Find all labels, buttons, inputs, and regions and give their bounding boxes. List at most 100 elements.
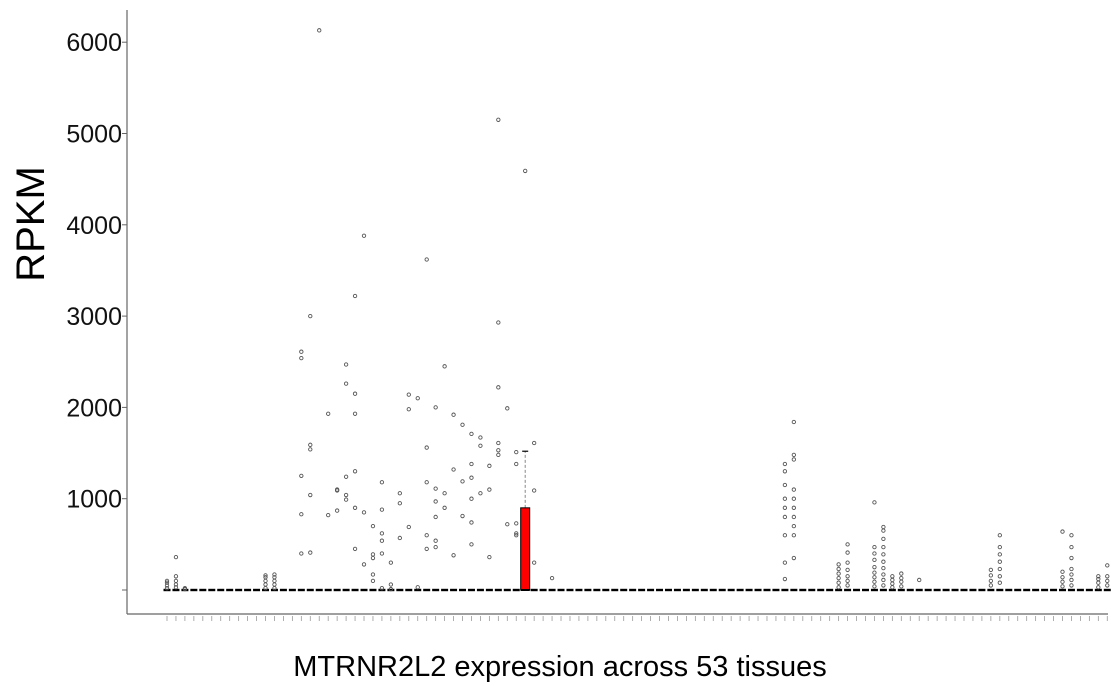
box <box>306 588 314 592</box>
box <box>441 588 449 592</box>
outlier-point <box>263 578 268 584</box>
box <box>503 588 511 592</box>
outlier-point <box>782 576 788 582</box>
outlier-point <box>263 582 268 587</box>
outlier-point <box>326 411 331 416</box>
outlier-point <box>308 447 313 452</box>
outlier-point <box>881 552 886 557</box>
outliers <box>164 28 1110 592</box>
outlier-point <box>164 578 170 584</box>
outlier-point <box>917 577 922 583</box>
outlier-point <box>433 538 438 543</box>
outlier-point <box>469 461 474 467</box>
outlier-point <box>890 577 895 583</box>
outlier-point <box>397 535 402 541</box>
outlier-point <box>845 574 850 579</box>
outlier-point <box>532 440 537 446</box>
outlier-point <box>272 582 277 587</box>
outlier-point <box>352 391 358 396</box>
outlier-point <box>343 474 349 479</box>
box <box>924 588 932 592</box>
box <box>539 588 547 592</box>
outlier-point <box>514 449 519 455</box>
outlier-point <box>997 544 1002 550</box>
outlier-point <box>782 469 788 474</box>
outlier-point <box>451 412 456 417</box>
box <box>1041 588 1049 592</box>
outlier-point <box>343 492 349 498</box>
outlier-point <box>299 349 304 354</box>
outlier-point <box>505 522 510 527</box>
box <box>808 588 816 592</box>
outlier-point <box>469 520 474 525</box>
outlier-point <box>361 562 367 567</box>
box <box>530 588 538 592</box>
outlier-point <box>460 513 465 519</box>
outlier-point <box>872 557 877 563</box>
box <box>861 588 869 592</box>
box <box>1067 588 1075 592</box>
outlier-point <box>388 560 394 565</box>
box <box>253 588 261 592</box>
outlier-point <box>370 578 376 584</box>
outlier-point <box>782 514 788 520</box>
axes <box>126 10 1108 615</box>
outlier-point <box>308 550 313 555</box>
box <box>647 588 655 592</box>
outlier-point <box>496 320 501 325</box>
box <box>942 588 950 592</box>
box <box>584 588 592 592</box>
box <box>342 588 350 592</box>
box <box>387 588 395 592</box>
box <box>817 588 825 592</box>
outlier-point <box>496 440 501 446</box>
box <box>485 588 493 592</box>
outlier-point <box>469 431 474 437</box>
outlier-point <box>881 536 886 542</box>
outlier-point <box>272 578 277 584</box>
outlier-point <box>1105 578 1110 584</box>
outlier-point <box>352 505 358 510</box>
box <box>611 588 619 592</box>
box <box>1085 588 1093 592</box>
box <box>638 588 646 592</box>
outlier-point <box>791 533 796 538</box>
outlier-point <box>379 531 385 536</box>
outlier-point <box>397 501 402 506</box>
outlier-point <box>326 512 331 518</box>
outlier-point <box>433 405 438 410</box>
outlier-point <box>872 575 877 580</box>
x-ticks <box>166 616 1108 621</box>
outlier-point <box>406 524 411 530</box>
outlier-point <box>433 499 438 504</box>
outlier-point <box>469 496 474 501</box>
outlier-point <box>845 560 850 565</box>
outlier-point <box>1105 583 1110 588</box>
outlier-point <box>478 443 483 448</box>
outlier-point <box>299 512 304 517</box>
box <box>835 588 843 592</box>
outlier-point <box>487 463 492 468</box>
outlier-point <box>988 567 994 573</box>
outlier-point <box>308 442 313 447</box>
outlier-point <box>549 575 555 581</box>
outlier-point <box>370 523 376 529</box>
box <box>217 588 225 592</box>
outlier-point <box>836 571 841 576</box>
outlier-point <box>496 448 501 453</box>
outlier-point <box>845 583 850 588</box>
outlier-point <box>379 551 385 556</box>
outlier-point <box>343 381 349 386</box>
y-ticks: 1000 2000 3000 4000 5000 6000 <box>66 29 127 591</box>
box <box>602 588 610 592</box>
box <box>1005 588 1013 592</box>
outlier-point <box>782 505 788 510</box>
y-tick-label: 5000 <box>66 121 122 149</box>
outlier-point <box>782 482 788 488</box>
box <box>629 588 637 592</box>
outlier-point <box>514 521 519 526</box>
outlier-point <box>370 555 376 561</box>
outlier-point <box>164 580 170 585</box>
outlier-point <box>782 461 788 467</box>
box <box>996 588 1004 592</box>
